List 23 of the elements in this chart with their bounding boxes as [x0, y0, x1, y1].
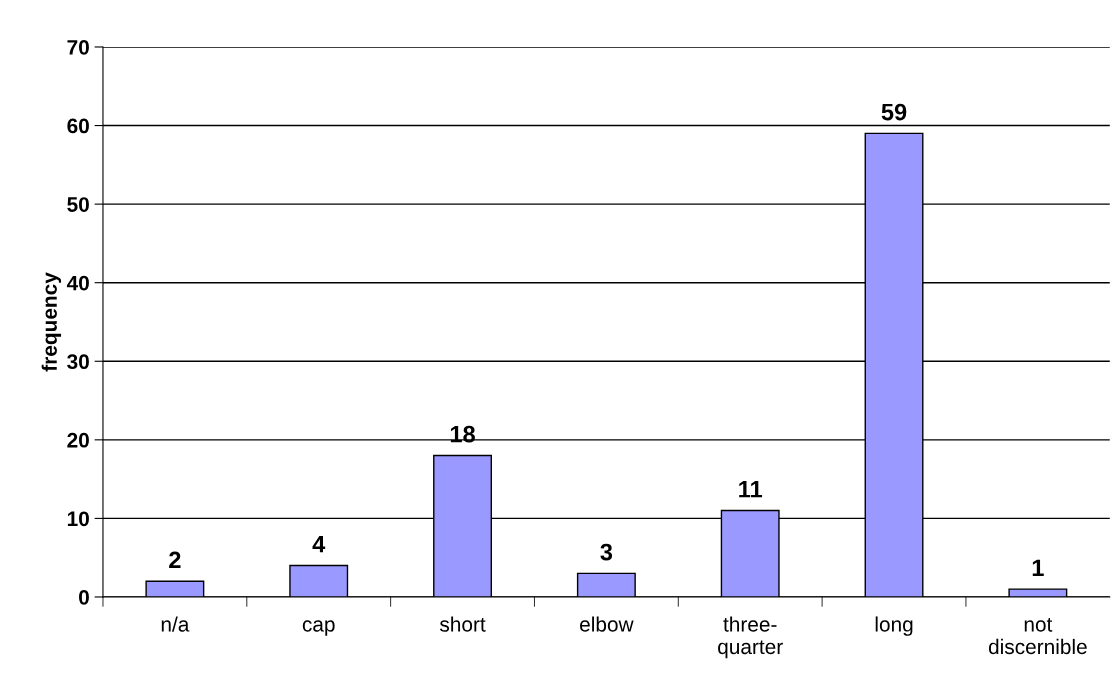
x-tick-label: three- quarter: [718, 616, 783, 659]
data-label: 11: [739, 481, 763, 498]
y-tick-label: 30: [67, 354, 89, 370]
x-tick-label: short: [439, 616, 486, 632]
data-label: 3: [600, 543, 613, 561]
data-label: 4: [312, 536, 326, 553]
y-tick-label: 40: [66, 275, 89, 291]
x-tick-label: n/a: [161, 616, 190, 632]
y-tick-label: 50: [67, 197, 89, 212]
x-tick-label: long: [875, 616, 913, 636]
x-tick-label: cap: [302, 620, 335, 636]
data-label: 1: [1032, 559, 1044, 576]
y-axis-title: frequency: [41, 272, 62, 372]
y-tick-label: 20: [67, 432, 89, 448]
data-label: 59: [881, 103, 907, 121]
y-tick-label: 70: [67, 39, 89, 55]
data-label: 18: [450, 425, 475, 443]
x-tick-label: not discernible: [988, 618, 1087, 655]
y-tick-label: 10: [67, 511, 89, 527]
y-tick-label: 60: [67, 118, 89, 134]
x-tick-label: elbow: [580, 616, 634, 632]
data-label: 2: [169, 551, 181, 569]
y-tick-label: 0: [79, 589, 89, 605]
